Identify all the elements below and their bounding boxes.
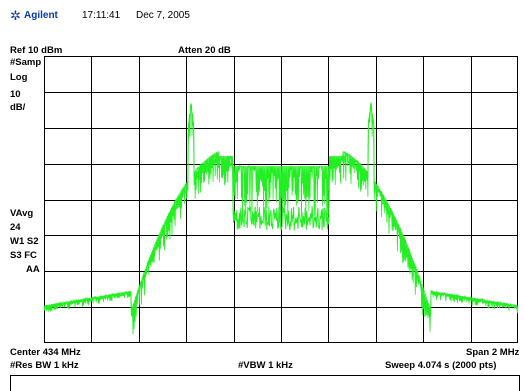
scale-per-div: 10 — [10, 89, 21, 100]
trace-mode-3: AA — [26, 264, 40, 275]
attenuation: Atten 20 dB — [178, 45, 231, 56]
trace-mode-1: W1 S2 — [10, 236, 39, 247]
detector-mode: #Samp — [10, 57, 42, 68]
spectrum-trace — [43, 103, 519, 319]
spectrum-trace-noise — [43, 102, 519, 335]
resolution-bandwidth: #Res BW 1 kHz — [10, 360, 79, 371]
video-bandwidth: #VBW 1 kHz — [238, 360, 293, 371]
averaging-label: VAvg — [10, 208, 34, 219]
status-bar — [10, 375, 520, 391]
timestamp-date: Dec 7, 2005 — [136, 10, 190, 21]
graticule-grid — [44, 56, 518, 343]
sweep-time: Sweep 4.074 s (2000 pts) — [385, 360, 497, 371]
span-frequency: Span 2 MHz — [466, 347, 520, 358]
scale-unit: dB/ — [10, 102, 26, 113]
scale-type: Log — [10, 72, 28, 83]
reference-level: Ref 10 dBm — [10, 45, 63, 56]
spectrum-plot — [43, 56, 519, 343]
agilent-logo-icon: ✲ — [10, 8, 21, 23]
trace-mode-2: S3 FC — [10, 250, 37, 261]
brand-name: Agilent — [24, 10, 58, 21]
center-frequency: Center 434 MHz — [10, 347, 81, 358]
averaging-count: 24 — [10, 222, 21, 233]
spectrum-graticule — [43, 56, 519, 343]
timestamp-time: 17:11:41 — [82, 10, 121, 21]
